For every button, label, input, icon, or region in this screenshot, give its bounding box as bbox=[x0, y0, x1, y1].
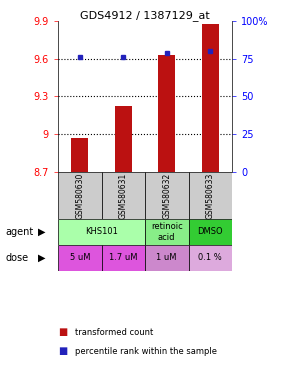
Bar bbox=[188, 219, 232, 245]
Text: 1.7 uM: 1.7 uM bbox=[109, 253, 137, 262]
Bar bbox=[202, 24, 219, 172]
Text: ▶: ▶ bbox=[38, 253, 46, 263]
Text: ▶: ▶ bbox=[38, 227, 46, 237]
Text: GDS4912 / 1387129_at: GDS4912 / 1387129_at bbox=[80, 10, 210, 20]
Bar bbox=[58, 219, 145, 245]
Text: percentile rank within the sample: percentile rank within the sample bbox=[75, 347, 218, 356]
Bar bbox=[188, 245, 232, 271]
Text: dose: dose bbox=[6, 253, 29, 263]
Bar bbox=[102, 245, 145, 271]
Bar bbox=[115, 106, 132, 172]
Text: KHS101: KHS101 bbox=[85, 227, 118, 237]
Text: 0.1 %: 0.1 % bbox=[198, 253, 222, 262]
Bar bbox=[58, 245, 102, 271]
Bar bbox=[158, 55, 175, 172]
Text: agent: agent bbox=[6, 227, 34, 237]
Bar bbox=[102, 172, 145, 219]
Text: retinoic
acid: retinoic acid bbox=[151, 222, 183, 242]
Bar bbox=[145, 245, 188, 271]
Bar bbox=[145, 172, 188, 219]
Bar bbox=[71, 138, 88, 172]
Text: DMSO: DMSO bbox=[197, 227, 223, 237]
Text: 1 uM: 1 uM bbox=[157, 253, 177, 262]
Text: 5 uM: 5 uM bbox=[70, 253, 90, 262]
Text: GSM580630: GSM580630 bbox=[75, 172, 84, 218]
Text: GSM580633: GSM580633 bbox=[206, 172, 215, 218]
Text: ■: ■ bbox=[58, 346, 67, 356]
Bar bbox=[58, 172, 102, 219]
Text: GSM580632: GSM580632 bbox=[162, 172, 171, 218]
Text: ■: ■ bbox=[58, 327, 67, 337]
Bar bbox=[188, 172, 232, 219]
Text: transformed count: transformed count bbox=[75, 328, 154, 337]
Bar bbox=[145, 219, 188, 245]
Text: GSM580631: GSM580631 bbox=[119, 172, 128, 218]
